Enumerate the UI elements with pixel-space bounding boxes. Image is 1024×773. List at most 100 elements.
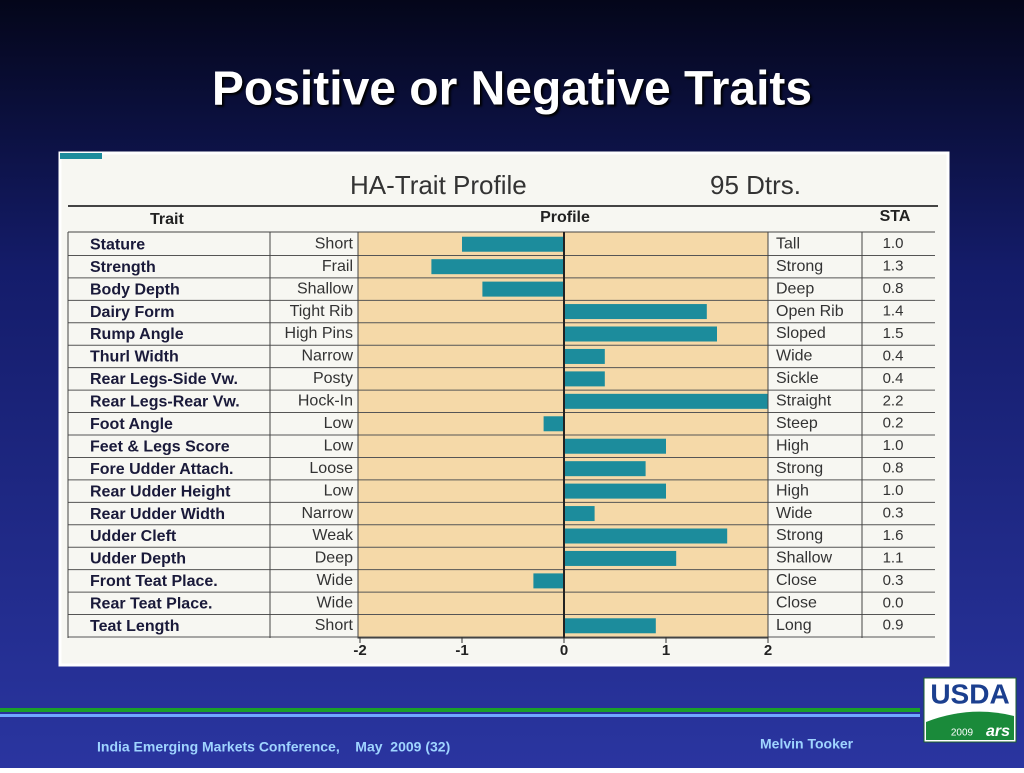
positive-label: Steep (776, 415, 818, 432)
positive-label: Close (776, 572, 817, 589)
chart-subtitle: 95 Dtrs. (710, 170, 801, 200)
logo-swoosh (926, 711, 1014, 740)
bar (564, 461, 646, 477)
x-tick-label: 0 (560, 642, 568, 659)
bar (564, 550, 677, 566)
trait-label: Rear Legs-Side Vw. (90, 371, 238, 388)
trait-label: Strength (90, 259, 156, 276)
negative-label: Wide (317, 595, 354, 612)
positive-label: Strong (776, 258, 823, 275)
x-tick-label: -2 (353, 642, 366, 659)
footer-author: Melvin Tooker (760, 736, 854, 752)
negative-label: Hock-In (298, 393, 353, 410)
negative-label: Low (324, 415, 354, 432)
positive-label: High (776, 437, 809, 454)
x-tick-label: -1 (455, 642, 468, 659)
positive-label: Straight (776, 393, 832, 410)
trait-label: Dairy Form (90, 304, 174, 321)
negative-label: Narrow (301, 348, 353, 365)
trait-label: Udder Cleft (90, 528, 177, 545)
trait-label: Udder Depth (90, 551, 186, 568)
sta-value: 2.2 (883, 392, 904, 409)
negative-label: Shallow (297, 280, 353, 297)
trait-label: Thurl Width (90, 349, 179, 366)
bar (564, 618, 656, 634)
footer-green-rule (0, 708, 920, 712)
x-tick-label: 2 (764, 642, 772, 659)
sta-value: 0.8 (883, 280, 904, 297)
logo-agency: ars (986, 723, 1010, 740)
negative-label: Narrow (301, 505, 353, 522)
logo-year: 2009 (951, 728, 974, 739)
logo-name: USDA (930, 678, 1009, 709)
slide-title: Positive or Negative Traits (212, 63, 812, 116)
trait-label: Body Depth (90, 281, 180, 298)
bar (543, 416, 564, 432)
bar (564, 348, 605, 364)
positive-label: Wide (776, 505, 813, 522)
sta-value: 1.0 (883, 437, 904, 454)
sta-value: 0.9 (883, 617, 904, 634)
sta-value: 1.3 (883, 258, 904, 275)
footer-conference: India Emerging Markets Conference, May 2… (97, 739, 450, 755)
sta-value: 0.8 (883, 460, 904, 477)
sta-value: 1.5 (883, 325, 904, 342)
sta-value: 0.3 (883, 572, 904, 589)
negative-label: Posty (313, 370, 353, 387)
sta-value: 1.6 (883, 527, 904, 544)
trait-label: Rear Legs-Rear Vw. (90, 394, 240, 411)
positive-label: Deep (776, 280, 814, 297)
bar (564, 438, 666, 454)
bar (564, 304, 707, 320)
negative-label: Wide (317, 572, 354, 589)
x-tick-label: 1 (662, 642, 670, 659)
trait-label: Rear Teat Place. (90, 596, 212, 613)
positive-label: Tall (776, 235, 800, 252)
positive-label: Sickle (776, 370, 819, 387)
bar (564, 326, 717, 342)
negative-label: Frail (322, 258, 353, 275)
header-trait: Trait (150, 211, 184, 228)
negative-label: Low (324, 437, 354, 454)
bar (564, 483, 666, 499)
negative-label: Loose (309, 460, 353, 477)
bar (533, 573, 564, 589)
trait-label: Foot Angle (90, 416, 173, 433)
positive-label: Long (776, 617, 812, 634)
positive-label: Wide (776, 348, 813, 365)
trait-label: Front Teat Place. (90, 573, 218, 590)
sta-value: 1.1 (883, 549, 904, 566)
corner-accent (60, 153, 102, 159)
footer-blue-rule (0, 714, 920, 717)
sta-value: 0.4 (883, 370, 904, 387)
header-profile: Profile (540, 209, 590, 226)
bar (564, 506, 595, 522)
trait-label: Rear Udder Width (90, 506, 225, 523)
bar (564, 393, 768, 409)
negative-label: High Pins (285, 325, 353, 342)
positive-label: Open Rib (776, 303, 844, 320)
sta-value: 0.3 (883, 505, 904, 522)
sta-value: 1.0 (883, 482, 904, 499)
negative-label: Short (315, 235, 354, 252)
negative-label: Deep (315, 550, 353, 567)
sta-value: 0.0 (883, 594, 904, 611)
sta-value: 0.2 (883, 415, 904, 432)
bar (462, 236, 564, 252)
bars (431, 236, 768, 634)
sta-value: 1.0 (883, 235, 904, 252)
positive-label: Shallow (776, 550, 832, 567)
positive-label: Sloped (776, 325, 826, 342)
header-sta: STA (880, 208, 911, 225)
trait-label: Rear Udder Height (90, 483, 231, 500)
bar (482, 281, 564, 297)
negative-label: Short (315, 617, 354, 634)
positive-label: Strong (776, 460, 823, 477)
positive-label: Close (776, 595, 817, 612)
bar (431, 259, 564, 275)
negative-label: Low (324, 482, 354, 499)
trait-label: Fore Udder Attach. (90, 461, 233, 478)
negative-label: Weak (312, 527, 354, 544)
trait-label: Feet & Legs Score (90, 438, 230, 455)
